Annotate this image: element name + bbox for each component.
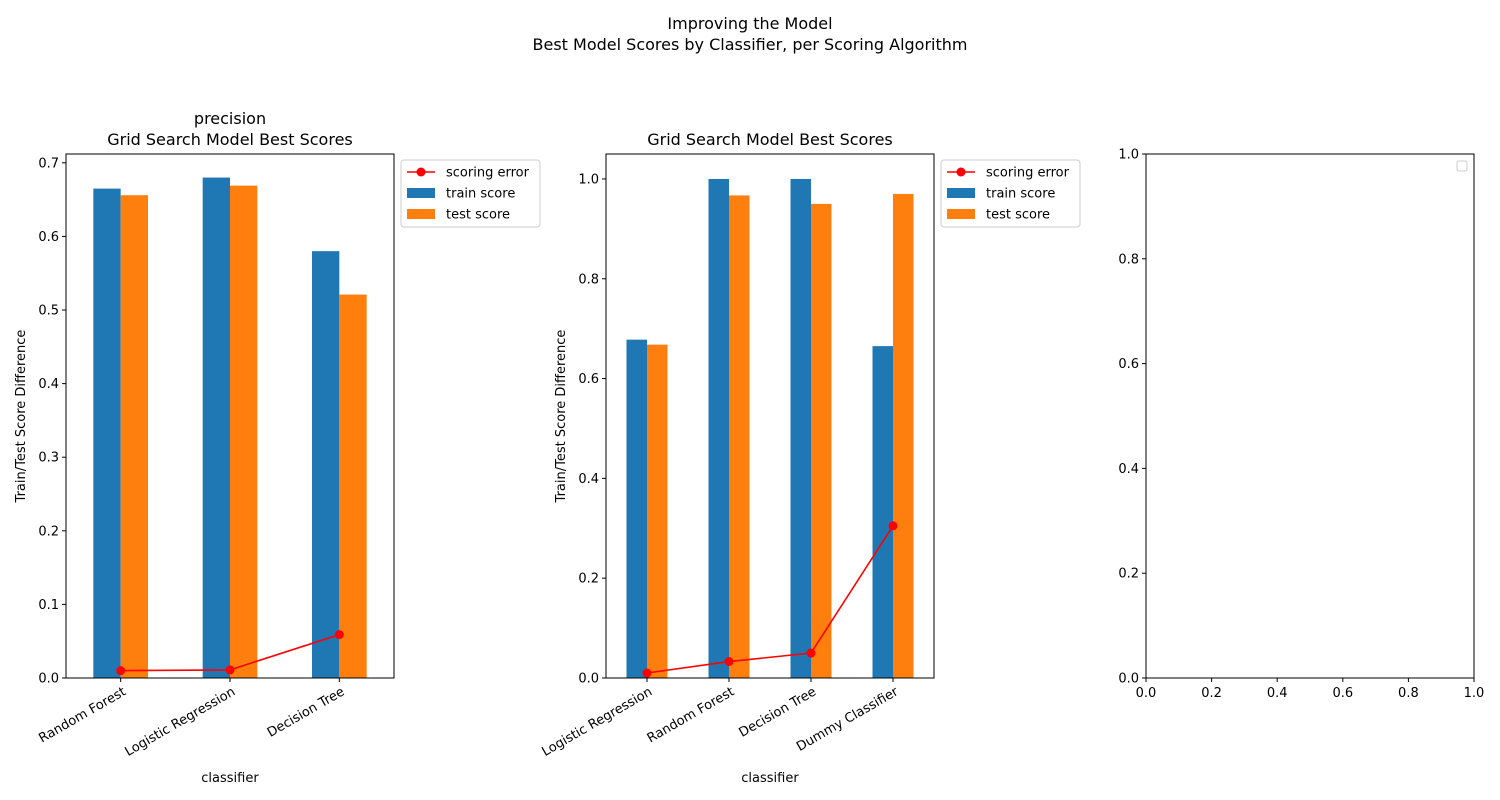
point-scoring-error-random-forest xyxy=(116,666,126,676)
legend-label-test-score: test score xyxy=(446,208,510,223)
y-tick-label: 1.0 xyxy=(578,172,599,187)
legend-label-test-score: test score xyxy=(986,208,1050,223)
point-scoring-error-logistic-regression xyxy=(642,668,652,678)
bar-train-score-decision-tree xyxy=(312,251,340,679)
point-scoring-error-decision-tree xyxy=(334,630,344,640)
x-tick-label: 0.8 xyxy=(1398,686,1419,701)
point-scoring-error-dummy-classifier xyxy=(888,521,898,531)
bar-train-score-dummy-classifier xyxy=(872,346,893,678)
legend: scoring error train score test score xyxy=(400,159,541,228)
y-tick-label: 0.6 xyxy=(578,372,599,387)
legend-empty xyxy=(1456,160,1468,172)
y-tick-label: 0.7 xyxy=(38,156,59,171)
bar-train-score-random-forest xyxy=(93,188,121,678)
x-axis-label: classifier xyxy=(201,771,259,786)
y-tick-label: 0.2 xyxy=(1118,567,1139,582)
y-tick-label: 0.0 xyxy=(38,672,59,687)
y-tick-label: 0.5 xyxy=(38,304,59,319)
legend-label-scoring-error: scoring error xyxy=(446,166,530,181)
y-tick-label: 0.6 xyxy=(38,230,59,245)
legend-marker-scoring-error xyxy=(956,167,966,177)
bar-train-score-logistic-regression xyxy=(202,177,230,678)
y-tick-label: 0.8 xyxy=(578,272,599,287)
x-tick-label: 0.4 xyxy=(1267,686,1288,701)
legend-swatch-train-score xyxy=(947,188,975,198)
legend-swatch-test-score xyxy=(947,209,975,219)
suptitle-line-2: Best Model Scores by Classifier, per Sco… xyxy=(533,35,968,54)
legend-swatch-test-score xyxy=(407,209,435,219)
subplot-title-line-1: Grid Search Model Best Scores xyxy=(647,130,893,149)
legend-marker-scoring-error xyxy=(416,167,426,177)
y-tick-label: 0.1 xyxy=(38,598,59,613)
y-axis-label: Train/Test Score Difference xyxy=(14,330,29,504)
x-tick-label: 1.0 xyxy=(1464,686,1485,701)
subplot-title-line-2: Grid Search Model Best Scores xyxy=(107,130,353,149)
bar-test-score-logistic-regression xyxy=(647,344,668,678)
y-tick-label: 0.4 xyxy=(38,377,59,392)
bar-train-score-logistic-regression xyxy=(626,339,647,678)
x-tick-label: 0.2 xyxy=(1201,686,1222,701)
legend-label-train-score: train score xyxy=(446,187,515,202)
y-tick-label: 0.2 xyxy=(578,572,599,587)
legend: scoring error train score test score xyxy=(940,159,1081,228)
legend-swatch-train-score xyxy=(407,188,435,198)
bar-train-score-random-forest xyxy=(708,178,729,678)
legend-box xyxy=(400,159,541,228)
legend-label-scoring-error: scoring error xyxy=(986,166,1070,181)
bar-test-score-decision-tree xyxy=(339,294,367,678)
point-scoring-error-random-forest xyxy=(724,657,734,667)
axes-frame xyxy=(605,153,935,679)
subplot-empty: 0.0 0.2 0.4 0.6 0.8 1.0 0.0 0.2 0.4 0.6 0.8 1.0 xyxy=(1118,148,1484,702)
y-tick-label: 0.4 xyxy=(578,472,599,487)
y-tick-label: 0.6 xyxy=(1118,357,1139,372)
point-scoring-error-logistic-regression xyxy=(225,665,235,675)
bar-test-score-random-forest xyxy=(120,195,148,678)
legend-box xyxy=(940,159,1081,228)
y-axis-label: Train/Test Score Difference xyxy=(554,330,569,504)
y-tick-label: 1.0 xyxy=(1118,148,1139,163)
y-tick-label: 0.4 xyxy=(1118,462,1139,477)
point-scoring-error-decision-tree xyxy=(806,648,816,658)
y-tick-label: 0.3 xyxy=(38,451,59,466)
x-tick-label: 0.6 xyxy=(1332,686,1353,701)
x-axis-label: classifier xyxy=(741,771,799,786)
bar-test-score-random-forest xyxy=(729,195,750,678)
bar-train-score-decision-tree xyxy=(790,178,811,678)
axes-frame xyxy=(1145,153,1475,679)
y-tick-label: 0.0 xyxy=(1118,672,1139,687)
x-tick-label: 0.0 xyxy=(1136,686,1157,701)
subplot-title-line-1: precision xyxy=(194,109,266,128)
legend-label-train-score: train score xyxy=(986,187,1055,202)
bar-test-score-dummy-classifier xyxy=(893,193,914,678)
bar-test-score-decision-tree xyxy=(811,203,832,678)
y-tick-label: 0.8 xyxy=(1118,252,1139,267)
y-tick-label: 0.2 xyxy=(38,524,59,539)
y-tick-label: 0.0 xyxy=(578,672,599,687)
suptitle-line-1: Improving the Model xyxy=(667,14,832,33)
bar-test-score-logistic-regression xyxy=(230,185,258,679)
line-scoring-error xyxy=(646,525,894,674)
